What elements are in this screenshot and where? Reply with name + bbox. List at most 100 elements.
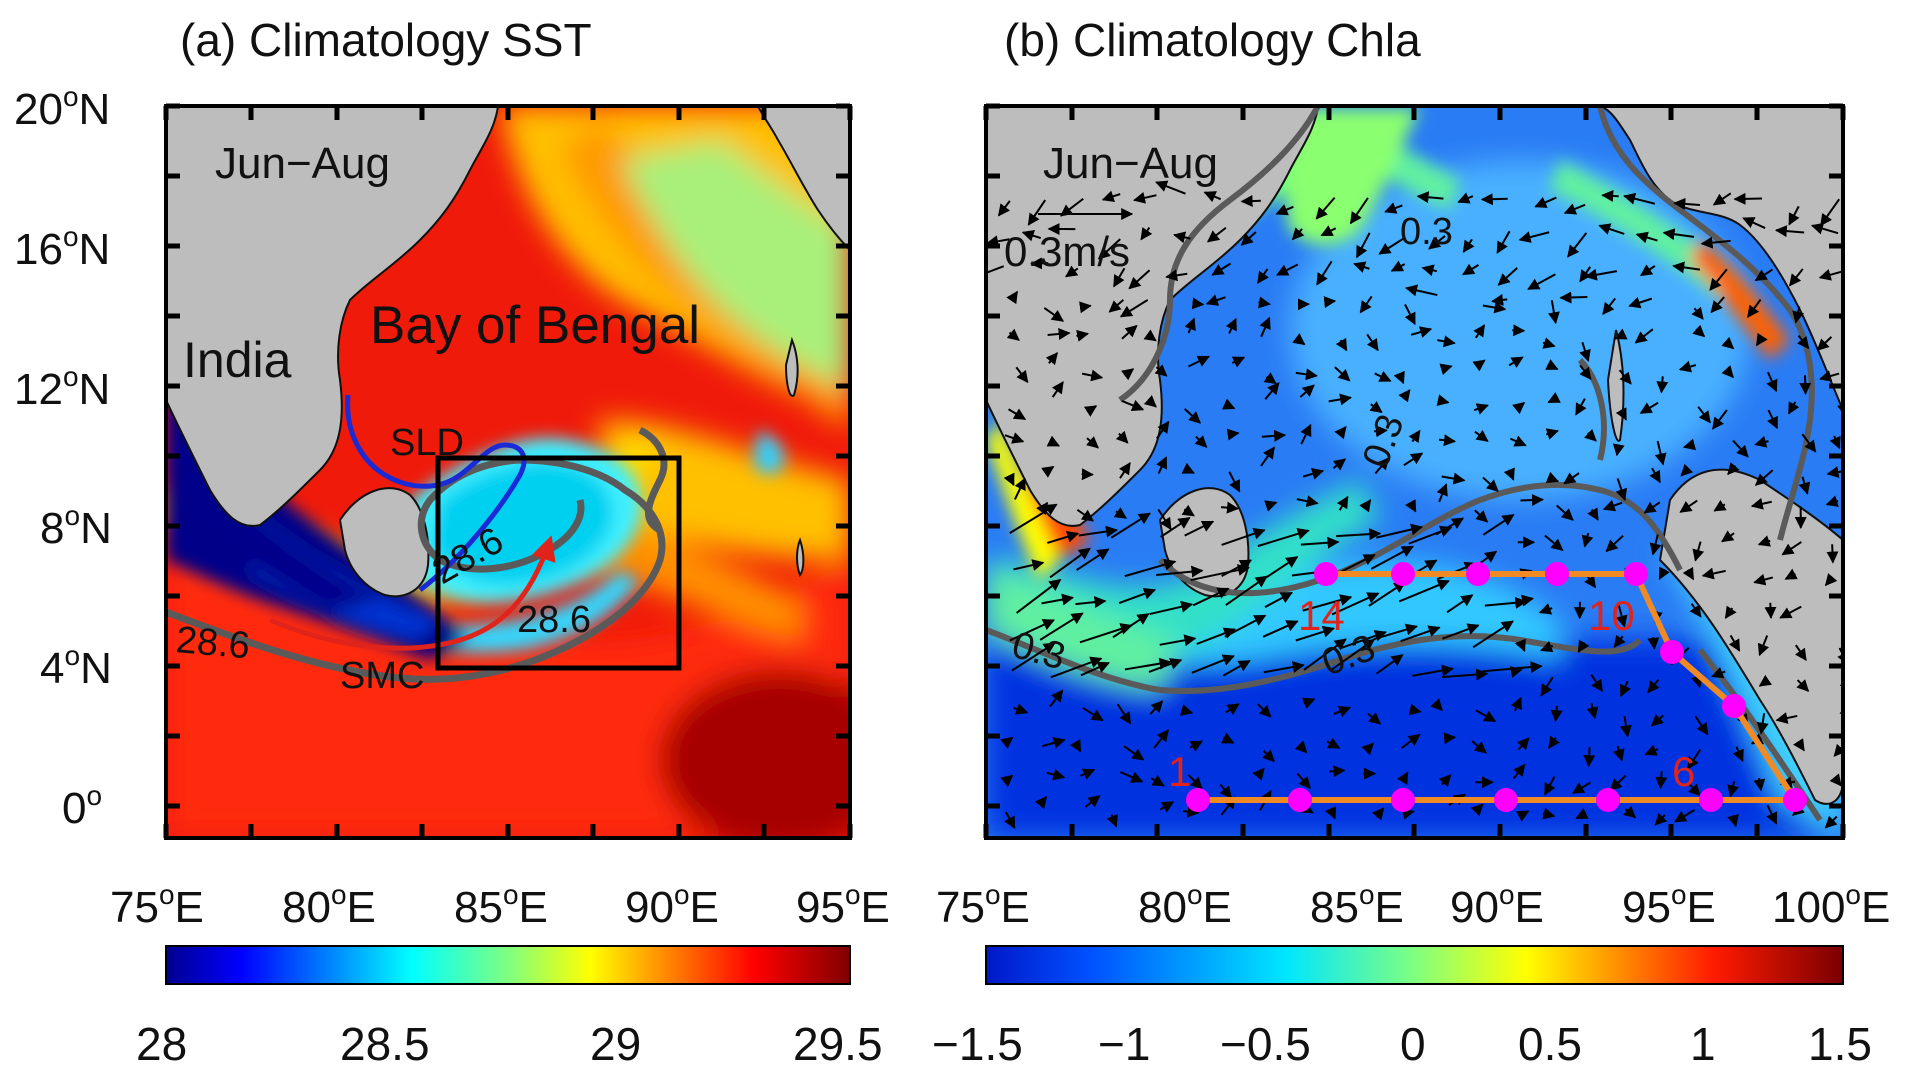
current-vector: [1732, 439, 1749, 458]
current-vector: [1801, 433, 1817, 453]
current-vector: [1545, 471, 1560, 483]
current-vector: [1221, 559, 1253, 577]
current-vector: [1649, 467, 1661, 484]
current-vector: [1333, 705, 1352, 718]
current-vector: [1084, 795, 1101, 808]
current-vector: [1605, 534, 1624, 553]
current-vector: [1140, 226, 1153, 241]
current-vector: [1587, 507, 1599, 521]
current-vector: [1472, 620, 1514, 649]
current-vector: [1228, 471, 1241, 493]
current-vector: [1439, 363, 1453, 376]
station-marker-2: [1288, 788, 1312, 812]
current-vector: [1692, 324, 1706, 338]
current-vector: [1008, 408, 1027, 421]
current-vector: [1015, 366, 1029, 384]
current-vector: [1376, 654, 1404, 675]
current-vector: [1654, 440, 1667, 466]
contour-label-a1: 28.6: [174, 619, 251, 667]
panel-a: (a) Climatology SST: [14, 14, 890, 1070]
station-marker-5: [1596, 788, 1620, 812]
current-vector: [1149, 700, 1164, 715]
current-vector: [1436, 394, 1450, 407]
current-vector: [1051, 381, 1064, 398]
current-vector: [1316, 260, 1333, 286]
current-vector: [1437, 335, 1456, 348]
current-vector: [1692, 541, 1705, 562]
current-vector: [1082, 706, 1104, 722]
current-vector: [1754, 436, 1769, 448]
current-vector: [1258, 296, 1271, 309]
current-vector: [1376, 523, 1424, 539]
current-vector: [1548, 735, 1560, 749]
current-vector: [1612, 443, 1625, 457]
current-vector: [1291, 227, 1305, 241]
current-vector: [1457, 192, 1474, 204]
current-vector: [1430, 698, 1443, 712]
current-vector: [1590, 674, 1604, 692]
current-vector: [1359, 499, 1372, 513]
current-vector: [1353, 261, 1370, 273]
current-vector: [1257, 268, 1269, 284]
current-vector: [1370, 545, 1414, 570]
lat-label-8: 8oN: [40, 500, 112, 553]
current-vector: [1334, 366, 1351, 382]
smc-arrow: [269, 535, 556, 651]
lat-label-16: 16oN: [14, 221, 110, 274]
current-vector: [1545, 359, 1559, 371]
current-vector: [1575, 808, 1589, 820]
current-vector: [1009, 619, 1055, 642]
current-vector: [1115, 430, 1129, 444]
current-vector: [1496, 230, 1511, 254]
current-vector: [1774, 225, 1805, 238]
current-vector: [1328, 393, 1352, 406]
lon-label-a-95: 95oE: [796, 879, 890, 932]
lon-label-b-90: 90oE: [1450, 879, 1544, 932]
label-smc: SMC: [340, 655, 424, 697]
current-vector: [1682, 566, 1695, 581]
study-box: [435, 455, 682, 671]
current-vector: [1183, 408, 1201, 424]
current-vector: [1727, 462, 1740, 476]
current-vector: [1473, 324, 1486, 339]
current-vector: [1678, 360, 1697, 373]
current-vector: [1829, 435, 1841, 450]
label-bay-of-bengal: Bay of Bengal: [370, 296, 700, 355]
current-vector: [1119, 462, 1131, 479]
lat-label-12: 12oN: [14, 361, 110, 414]
colorbar-b-tick-3: 0: [1400, 1018, 1426, 1070]
current-vector: [1609, 774, 1627, 791]
current-vector: [1401, 807, 1415, 820]
current-vector: [1113, 507, 1127, 519]
current-vector: [1680, 463, 1694, 477]
current-vector: [1148, 658, 1183, 673]
current-vector: [1781, 541, 1802, 556]
current-vector: [1691, 675, 1703, 689]
current-vector: [1538, 603, 1553, 615]
current-vector: [1520, 494, 1544, 507]
current-vector: [1721, 336, 1735, 350]
current-vector: [1192, 587, 1230, 607]
current-vector: [1818, 269, 1843, 281]
current-vector: [1119, 771, 1144, 783]
current-vector: [1697, 406, 1711, 424]
lat-label-4: 4oN: [40, 640, 112, 693]
current-vector: [1474, 429, 1489, 442]
current-vector: [1462, 238, 1475, 253]
current-vector: [1004, 811, 1016, 829]
current-vector: [1264, 591, 1293, 608]
current-vector: [1221, 398, 1236, 410]
scale-label: 0.3m/s: [1004, 228, 1130, 275]
current-vector: [1295, 625, 1336, 642]
current-vector: [1303, 638, 1347, 671]
current-vector: [1410, 326, 1433, 338]
current-vector: [1060, 197, 1084, 217]
current-vector: [1336, 495, 1349, 511]
current-vector: [1160, 516, 1191, 538]
current-vector: [1220, 501, 1239, 514]
current-vector: [1784, 568, 1798, 580]
current-vector: [1747, 299, 1762, 318]
lat-label-20: 20oN: [14, 81, 110, 134]
current-vector: [1349, 197, 1369, 225]
